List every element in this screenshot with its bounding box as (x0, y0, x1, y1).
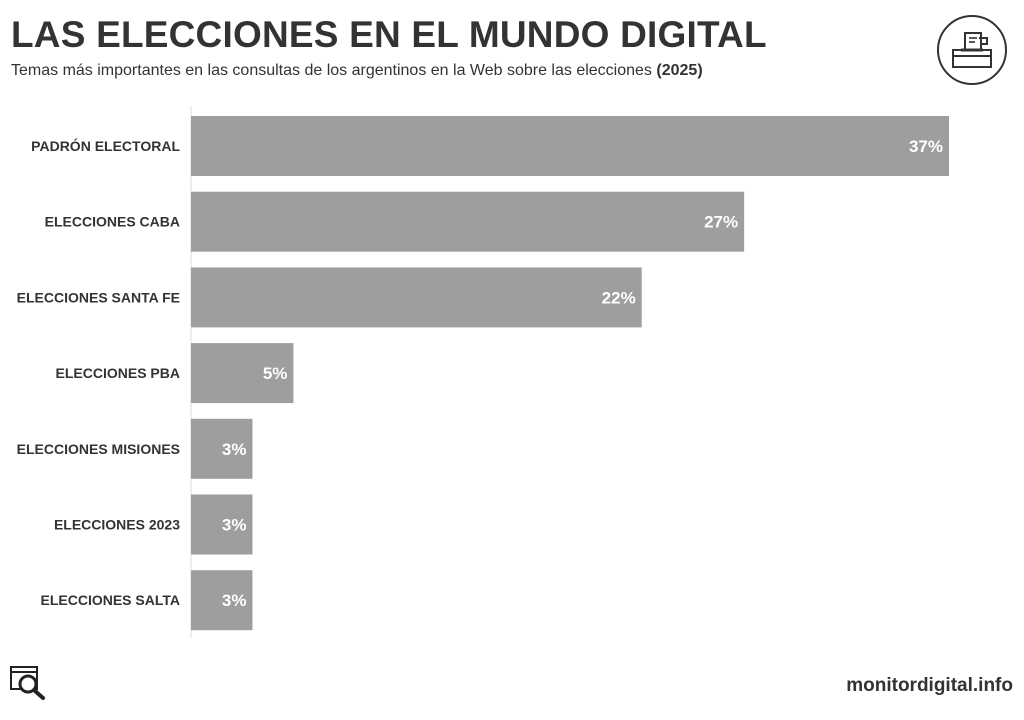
value-label-6: 3% (222, 591, 247, 610)
bar-6 (191, 570, 253, 631)
bar-2 (191, 267, 642, 328)
category-label-2: ELECCIONES SANTA FE (17, 289, 180, 305)
subtitle-year: (2025) (656, 62, 703, 79)
bar-1 (191, 191, 745, 252)
category-label-5: ELECCIONES 2023 (54, 517, 180, 533)
search-magnifier-icon (10, 666, 46, 700)
bar-3 (191, 343, 294, 404)
category-label-4: ELECCIONES MISIONES (17, 441, 180, 457)
category-label-1: ELECCIONES CABA (45, 214, 180, 230)
value-label-5: 3% (222, 516, 247, 535)
bar-5 (191, 494, 253, 555)
footer-site-name: monitordigital.info (846, 675, 1013, 696)
bar-0 (191, 116, 949, 176)
ballot-box-icon (937, 15, 1007, 85)
value-label-3: 5% (263, 364, 288, 383)
subtitle-text: Temas más importantes en las consultas d… (11, 62, 652, 79)
category-label-0: PADRÓN ELECTORAL (31, 137, 180, 154)
value-label-2: 22% (602, 288, 636, 307)
value-label-1: 27% (704, 213, 738, 232)
value-label-4: 3% (222, 440, 247, 459)
category-label-3: ELECCIONES PBA (56, 365, 180, 381)
bar-4 (191, 418, 253, 479)
bar-chart: PADRÓN ELECTORAL 37% ELECCIONES CABA 27% ELE… (17, 106, 949, 638)
chart-title: LAS ELECCIONES EN EL MUNDO DIGITAL (11, 14, 767, 55)
chart-subtitle: Temas más importantes en las consultas d… (11, 62, 703, 80)
category-label-6: ELECCIONES SALTA (41, 592, 181, 608)
value-label-0: 37% (909, 137, 943, 156)
